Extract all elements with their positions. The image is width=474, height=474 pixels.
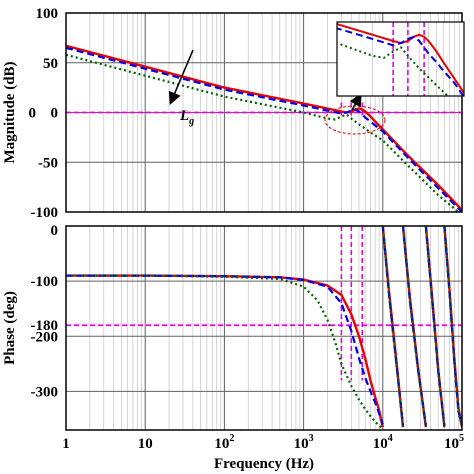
x-tick-label: 10 [138,436,153,452]
phase-x-ticks: 1 10 102 103 104 105 [62,433,464,452]
x-tick-label: 103 [294,433,314,452]
y-tick-label: -100 [31,274,59,290]
phase-y-ticks: 0 -100 -180-200 -300 [31,223,59,400]
zero-db-annotation: 0 [29,106,37,122]
magnitude-panel: 100 50 0 -50 -100 Magnitude (dB) 0 Lg [2,6,465,221]
magnitude-y-ticks: 100 50 0 -50 -100 [31,6,59,221]
series-line [66,226,462,430]
y-tick-label: 0 [51,223,59,239]
series-line [66,44,462,211]
x-axis-label: Frequency (Hz) [214,456,314,472]
inset-frame [336,21,465,97]
inset-frequency-markers [392,22,425,96]
phase-frame [65,225,463,431]
inset-background [337,22,464,96]
y-tick-label: -200 [31,329,59,345]
x-tick-label: 1 [62,436,70,452]
magnitude-frame [65,12,463,213]
inset-series-line [337,27,464,96]
zoom-inset [336,21,465,97]
y-tick-label: 0 [51,106,59,122]
y-tick-label: 100 [36,6,59,22]
y-tick-label: -50 [38,155,58,171]
y-tick-label: 50 [43,56,58,72]
lg-arrow [168,49,194,105]
y-tick-label: -180 [31,318,59,334]
magnitude-series [66,44,462,212]
x-tick-label: 102 [214,433,234,452]
phase-y-label: Phase (deg) [2,291,18,365]
lg-annotation: Lg [168,49,194,127]
series-line [66,46,462,212]
series-line [66,53,461,212]
phase-series [66,226,462,430]
y-tick-label: -300 [31,384,59,400]
phase-grid [66,225,462,430]
magnitude-y-label: Magnitude (dB) [2,61,18,163]
phase-frequency-markers [340,226,364,381]
x-tick-label: 105 [444,433,464,452]
inset-series [337,23,464,96]
lg-main: L [179,108,189,124]
inset-series-line [337,23,464,95]
x-tick-label: 104 [373,433,393,452]
y-tick-label: -100 [31,205,59,221]
lg-label: Lg [179,108,194,127]
lg-sub: g [188,116,194,127]
phase-panel: 0 -100 -180-200 -300 1 10 102 103 104 105 Phase … [2,223,464,472]
zoom-arrow [349,93,362,111]
series-line [66,226,462,428]
inset-series-line [337,42,450,96]
